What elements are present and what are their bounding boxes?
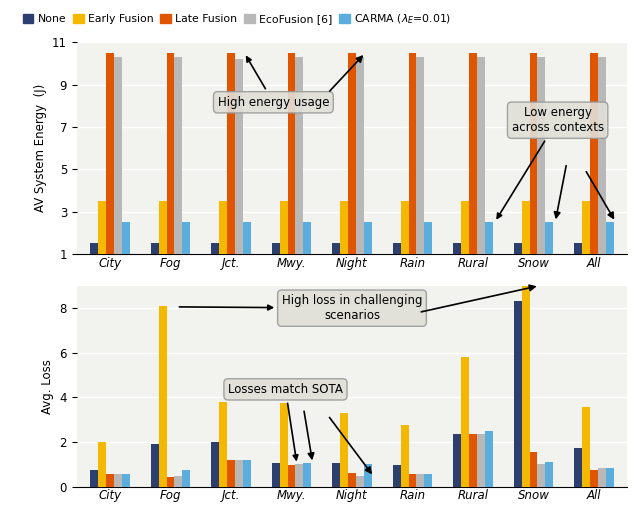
Bar bbox=[166, 477, 175, 487]
Bar bbox=[590, 53, 598, 254]
Bar bbox=[220, 402, 227, 487]
Bar bbox=[227, 53, 235, 254]
Bar bbox=[529, 452, 538, 487]
Bar bbox=[151, 444, 159, 487]
Bar bbox=[545, 222, 553, 254]
Bar bbox=[175, 476, 182, 487]
Bar bbox=[453, 243, 461, 254]
Bar bbox=[303, 463, 311, 487]
Bar bbox=[151, 243, 159, 254]
Bar bbox=[538, 57, 545, 254]
Bar bbox=[356, 476, 364, 487]
Bar bbox=[514, 243, 522, 254]
Bar bbox=[364, 222, 372, 254]
Bar bbox=[461, 357, 469, 487]
Bar bbox=[182, 470, 190, 487]
Bar bbox=[175, 57, 182, 254]
Bar bbox=[280, 201, 287, 254]
Bar bbox=[453, 434, 461, 487]
Bar bbox=[296, 57, 303, 254]
Bar bbox=[529, 53, 538, 254]
Bar bbox=[235, 59, 243, 254]
Bar bbox=[538, 464, 545, 487]
Bar bbox=[90, 243, 99, 254]
Y-axis label: Avg. Loss: Avg. Loss bbox=[41, 359, 54, 414]
Bar bbox=[332, 243, 340, 254]
Bar bbox=[348, 53, 356, 254]
Bar bbox=[332, 463, 340, 487]
Bar bbox=[364, 464, 372, 487]
Bar bbox=[408, 475, 417, 487]
Text: Low energy
across contexts: Low energy across contexts bbox=[497, 106, 604, 218]
Bar bbox=[356, 57, 364, 254]
Bar bbox=[574, 448, 582, 487]
Bar bbox=[296, 464, 303, 487]
Bar bbox=[545, 462, 553, 487]
Bar bbox=[484, 431, 493, 487]
Bar bbox=[401, 201, 408, 254]
Bar bbox=[99, 201, 106, 254]
Bar bbox=[469, 53, 477, 254]
Bar bbox=[220, 201, 227, 254]
Bar bbox=[605, 468, 614, 487]
Bar bbox=[514, 302, 522, 487]
Bar bbox=[605, 222, 614, 254]
Bar bbox=[590, 470, 598, 487]
Bar bbox=[211, 243, 220, 254]
Bar bbox=[99, 442, 106, 487]
Bar bbox=[477, 434, 484, 487]
Bar bbox=[393, 243, 401, 254]
Bar bbox=[424, 222, 432, 254]
Bar bbox=[272, 243, 280, 254]
Bar bbox=[477, 57, 484, 254]
Bar bbox=[417, 475, 424, 487]
Bar bbox=[114, 57, 122, 254]
Bar bbox=[280, 403, 287, 487]
Bar bbox=[122, 222, 130, 254]
Bar bbox=[469, 434, 477, 487]
Bar bbox=[227, 460, 235, 487]
Bar bbox=[159, 201, 166, 254]
Bar bbox=[340, 201, 348, 254]
Bar bbox=[582, 407, 590, 487]
Bar bbox=[424, 475, 432, 487]
Bar bbox=[243, 222, 251, 254]
Bar bbox=[598, 57, 605, 254]
Bar bbox=[114, 475, 122, 487]
Bar bbox=[90, 470, 99, 487]
Y-axis label: AV System Energy  (J): AV System Energy (J) bbox=[33, 84, 47, 212]
Bar bbox=[106, 53, 114, 254]
Bar bbox=[582, 201, 590, 254]
Bar bbox=[340, 413, 348, 487]
Bar bbox=[522, 286, 529, 487]
Legend: None, Early Fusion, Late Fusion, EcoFusion [6], CARMA ($\lambda_E$=0.01): None, Early Fusion, Late Fusion, EcoFusi… bbox=[18, 8, 456, 30]
Bar bbox=[182, 222, 190, 254]
Bar bbox=[417, 57, 424, 254]
Bar bbox=[211, 442, 220, 487]
Text: High loss in challenging
scenarios: High loss in challenging scenarios bbox=[179, 294, 422, 322]
Bar bbox=[408, 53, 417, 254]
Text: High energy usage: High energy usage bbox=[218, 57, 329, 109]
Bar bbox=[484, 222, 493, 254]
Bar bbox=[598, 468, 605, 487]
Bar bbox=[106, 475, 114, 487]
Bar bbox=[272, 463, 280, 487]
Text: Losses match SOTA: Losses match SOTA bbox=[228, 383, 343, 460]
Bar bbox=[348, 473, 356, 487]
Bar bbox=[122, 475, 130, 487]
Bar bbox=[522, 201, 529, 254]
Bar bbox=[287, 53, 296, 254]
Bar bbox=[243, 460, 251, 487]
Bar bbox=[393, 466, 401, 487]
Bar bbox=[401, 425, 408, 487]
Bar bbox=[461, 201, 469, 254]
Bar bbox=[574, 243, 582, 254]
Bar bbox=[159, 306, 166, 487]
Bar bbox=[235, 460, 243, 487]
Bar bbox=[303, 222, 311, 254]
Bar bbox=[287, 466, 296, 487]
Bar bbox=[166, 53, 175, 254]
